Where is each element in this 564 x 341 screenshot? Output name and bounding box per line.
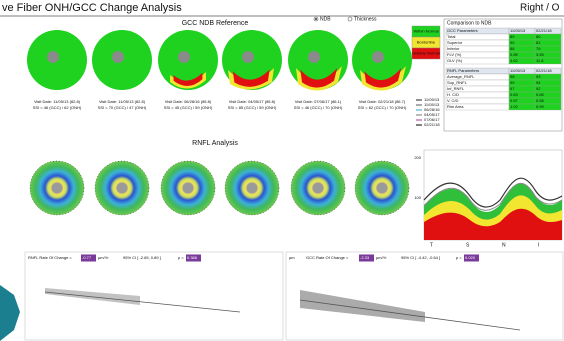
table-text: 0.99 — [536, 104, 545, 109]
table-text: 90 — [510, 40, 515, 45]
optic-disc — [308, 51, 320, 63]
radio-thickness[interactable] — [348, 17, 352, 21]
table-text: 94 — [536, 80, 541, 85]
visit-date: Visit Date: 11/05/13 (82.8) — [34, 99, 81, 104]
p-value: 0.020 — [465, 255, 476, 260]
table-text: 88 — [510, 46, 515, 51]
table-text: 0.58 — [536, 98, 545, 103]
optic-disc — [313, 183, 323, 193]
ci-label: 95% CI [ -2.65, 0.89 ] — [123, 255, 161, 260]
optic-disc — [242, 51, 254, 63]
table-text: 80 — [536, 34, 541, 39]
optic-disc — [178, 51, 190, 63]
table-text: Rim Area — [447, 104, 464, 109]
table-header: 02/21/18 — [536, 68, 552, 73]
eye-label: Right / O — [520, 3, 560, 14]
optic-disc — [377, 183, 387, 193]
visit-date: Visit Date: 02/21/18 (86.7) — [359, 99, 406, 104]
table-text: Inf_RNFL — [447, 86, 465, 91]
visit-ssi: SSI = 70 (GCC) / 47 (ONH) — [98, 105, 147, 110]
table-text: 89 — [510, 34, 515, 39]
table-text: 3.55 — [536, 52, 545, 57]
table-text: 81 — [536, 40, 541, 45]
table-text: 0.63 — [510, 92, 519, 97]
visit-ssi: SSI = 46 (GCC) / 70 (ONH) — [294, 105, 343, 110]
radio-label[interactable]: Thickness — [354, 16, 377, 22]
optic-disc — [47, 51, 59, 63]
p-value: 0.386 — [187, 255, 198, 260]
rate-unit: µm/Yr — [376, 255, 387, 260]
visit-ssi: SSI = 45 (GCC) / 59 (ONH) — [164, 105, 213, 110]
table-text: 93 — [536, 74, 541, 79]
axis-label: µm — [289, 255, 295, 260]
radio-dot — [315, 18, 317, 20]
table-header: RNFL Parameters — [447, 68, 479, 73]
x-label: T — [430, 242, 433, 248]
visit-ssi: SSI = 46 (GCC) / 62 (ONH) — [33, 105, 82, 110]
table-text: GLV (%) — [447, 58, 463, 63]
table-text: V. C/D — [447, 98, 459, 103]
table-text: Total — [447, 34, 456, 39]
table-text: 92 — [536, 86, 541, 91]
table-text: 4.62 — [510, 58, 519, 63]
optic-disc — [247, 183, 257, 193]
table-text: 98 — [510, 74, 515, 79]
table-text: 0.57 — [510, 98, 519, 103]
rnfl-title: RNFL Analysis — [192, 140, 238, 147]
rate-label: RNFL Rate Of Change = — [28, 255, 72, 260]
header-title: ve Fiber ONH/GCC Change Analysis — [2, 2, 182, 14]
rate-unit: µm/Yr — [98, 255, 109, 260]
visit-date: Visit Date: 06/28/16 (85.8) — [165, 99, 212, 104]
table-text: 11.8 — [536, 58, 544, 63]
rate-value: -0.77 — [82, 255, 92, 260]
visit-ssi: SSI = 85 (GCC) / 59 (ONH) — [228, 105, 277, 110]
rate-value: -2.33 — [360, 255, 370, 260]
report: ve Fiber ONH/GCC Change Analysis Right /… — [0, 0, 564, 341]
table-text: 0.85 — [510, 52, 519, 57]
visit-date: Visit Date: 11/05/13 (82.8) — [99, 99, 146, 104]
table-text: Sup_RNFL — [447, 80, 468, 85]
optic-disc — [183, 183, 193, 193]
visit-date: Visit Date: 04/05/17 (85.8) — [229, 99, 276, 104]
gcc-title: GCC NDB Reference — [182, 20, 249, 27]
table-text: 1.02 — [510, 104, 519, 109]
table-text: Superior — [447, 40, 463, 45]
radio-label[interactable]: NDB — [320, 16, 331, 22]
y-label: 100 — [414, 195, 421, 200]
optic-disc — [372, 51, 384, 63]
table-header: 11/05/13 — [510, 68, 526, 73]
table-text: 99 — [510, 80, 515, 85]
x-label: N — [502, 242, 506, 248]
y-label: 200 — [414, 155, 421, 160]
optic-disc — [117, 183, 127, 193]
date-label: 02/21/18 — [424, 122, 440, 127]
table-text: H. C/D — [447, 92, 459, 97]
table-text: 0.65 — [536, 92, 545, 97]
legend-label: Borderline — [417, 40, 436, 45]
table-header: 02/21/18 — [536, 28, 552, 33]
table-text: Average_RNFL — [447, 74, 475, 79]
table-text: Inferior — [447, 46, 460, 51]
comparison-title: Comparison to NDB — [447, 20, 492, 26]
table-text: 97 — [510, 86, 515, 91]
table-text: FLV (%) — [447, 52, 462, 57]
table-header: 11/05/13 — [510, 28, 526, 33]
optic-disc — [52, 183, 62, 193]
x-label: I — [538, 242, 539, 248]
p-label: p = — [456, 255, 462, 260]
table-header: GCC Parameters — [447, 28, 478, 33]
p-label: p = — [178, 255, 184, 260]
legend-label: Within Normal — [413, 29, 438, 34]
ci-label: 95% CI [ -4.42, -0.64 ] — [401, 255, 440, 260]
visit-ssi: SSI = 62 (GCC) / 70 (ONH) — [358, 105, 407, 110]
visit-date: Visit Date: 07/06/17 (86.1) — [295, 99, 342, 104]
optic-disc — [112, 51, 124, 63]
table-text: 79 — [536, 46, 541, 51]
rate-label: GCC Rate Of Change = — [306, 255, 349, 260]
legend-label: Outside Normal — [412, 51, 440, 56]
